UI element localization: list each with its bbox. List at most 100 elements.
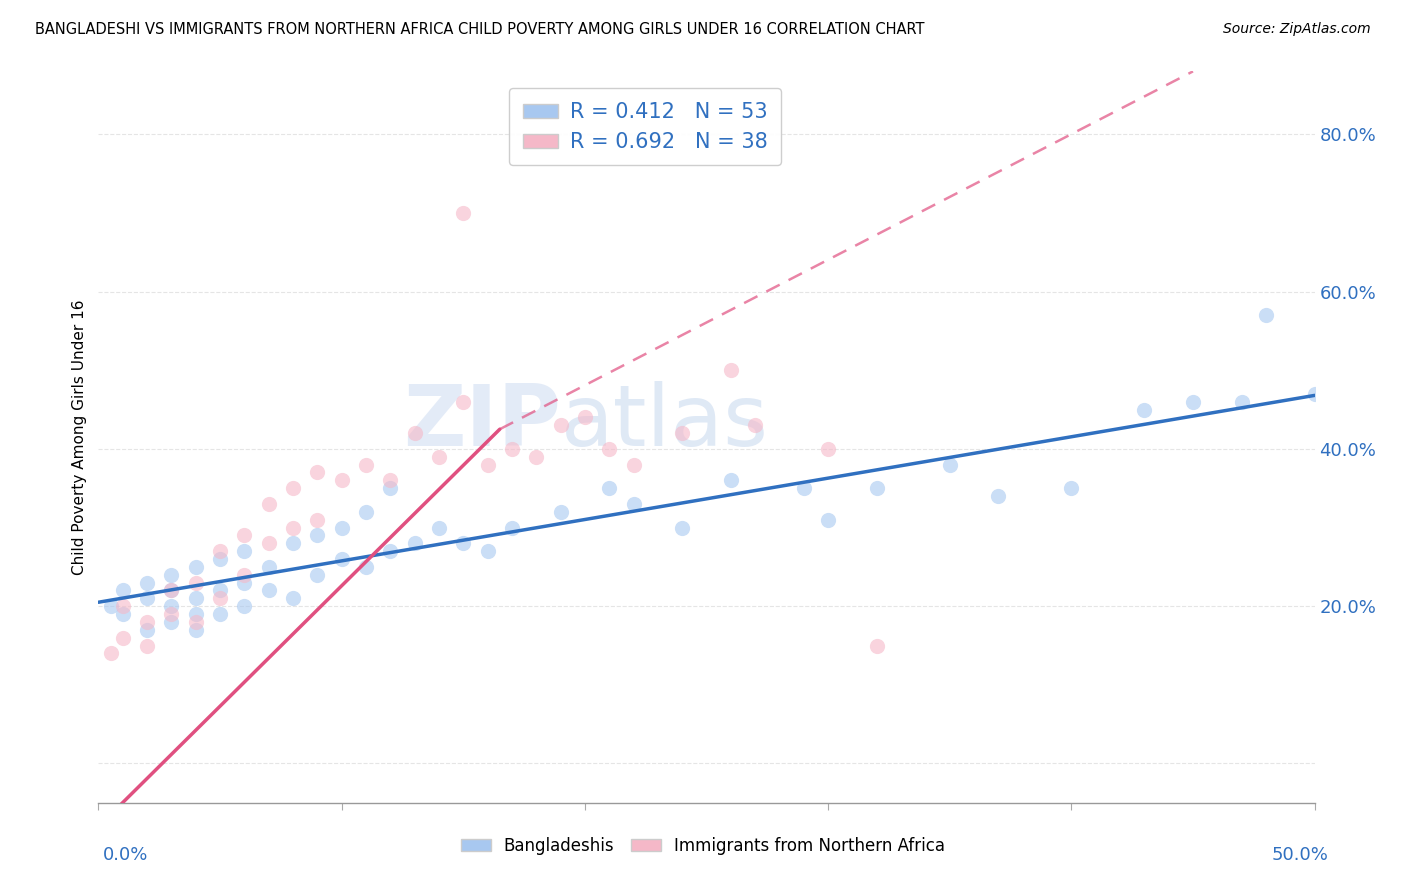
Point (330, 552, 353, 566)
Point (307, 466, 329, 480)
Point (1254, 308, 1277, 322)
Point (160, 607, 183, 621)
Point (281, 520, 304, 534)
Point (354, 559, 377, 574)
Point (671, 520, 693, 534)
Point (354, 505, 377, 519)
Point (136, 639, 159, 653)
Point (160, 583, 183, 598)
Point (453, 206, 475, 220)
Point (136, 615, 159, 629)
Point (257, 497, 280, 511)
Point (233, 599, 256, 614)
Point (427, 520, 450, 534)
Point (257, 583, 280, 598)
Point (136, 575, 159, 590)
Point (330, 473, 353, 487)
Point (184, 607, 207, 621)
Point (501, 520, 523, 534)
Point (1060, 481, 1083, 495)
Point (209, 607, 232, 621)
Point (209, 591, 232, 606)
Point (111, 583, 134, 598)
Point (307, 528, 329, 542)
Point (160, 615, 183, 629)
Point (100, 599, 122, 614)
Point (257, 536, 280, 550)
Point (233, 528, 256, 542)
Text: 50.0%: 50.0% (1272, 846, 1329, 863)
Legend: Bangladeshis, Immigrants from Northern Africa: Bangladeshis, Immigrants from Northern A… (454, 830, 952, 862)
Point (184, 615, 207, 629)
Point (623, 497, 645, 511)
Point (281, 536, 304, 550)
Point (233, 575, 256, 590)
Point (354, 458, 377, 472)
Point (987, 489, 1010, 503)
Point (160, 583, 183, 598)
Point (100, 646, 122, 660)
Point (380, 544, 402, 558)
Point (111, 599, 134, 614)
Point (427, 450, 450, 464)
Point (209, 544, 232, 558)
Point (720, 363, 742, 377)
Point (1230, 394, 1253, 409)
Text: ZIP: ZIP (404, 381, 561, 464)
Point (477, 544, 499, 558)
Point (550, 505, 572, 519)
Point (160, 567, 183, 582)
Point (623, 458, 645, 472)
Point (720, 473, 742, 487)
Point (380, 473, 402, 487)
Point (380, 481, 402, 495)
Point (939, 458, 962, 472)
Point (233, 567, 256, 582)
Point (160, 599, 183, 614)
Point (598, 442, 620, 456)
Point (184, 591, 207, 606)
Point (307, 567, 329, 582)
Point (111, 631, 134, 645)
Point (817, 513, 839, 527)
Point (281, 481, 304, 495)
Point (477, 458, 499, 472)
Text: atlas: atlas (561, 381, 769, 464)
Point (330, 520, 353, 534)
Text: Source: ZipAtlas.com: Source: ZipAtlas.com (1223, 22, 1371, 37)
Point (793, 481, 815, 495)
Point (307, 513, 329, 527)
Point (1303, 387, 1326, 401)
Point (404, 536, 426, 550)
Point (184, 559, 207, 574)
Point (136, 623, 159, 637)
Point (598, 481, 620, 495)
Point (817, 442, 839, 456)
Point (671, 426, 693, 441)
Point (1133, 402, 1156, 417)
Point (257, 559, 280, 574)
Point (866, 639, 889, 653)
Point (136, 591, 159, 606)
Point (111, 607, 134, 621)
Point (184, 575, 207, 590)
Point (184, 623, 207, 637)
Point (453, 394, 475, 409)
Point (744, 418, 766, 433)
Point (524, 450, 547, 464)
Y-axis label: Child Poverty Among Girls Under 16: Child Poverty Among Girls Under 16 (72, 300, 87, 574)
Point (866, 481, 889, 495)
Point (209, 552, 232, 566)
Point (209, 583, 232, 598)
Point (574, 410, 596, 425)
Point (550, 418, 572, 433)
Point (281, 591, 304, 606)
Point (1182, 394, 1205, 409)
Point (501, 442, 523, 456)
Point (453, 536, 475, 550)
Point (404, 426, 426, 441)
Point (233, 544, 256, 558)
Legend: R = 0.412   N = 53, R = 0.692   N = 38: R = 0.412 N = 53, R = 0.692 N = 38 (509, 88, 782, 165)
Text: BANGLADESHI VS IMMIGRANTS FROM NORTHERN AFRICA CHILD POVERTY AMONG GIRLS UNDER 1: BANGLADESHI VS IMMIGRANTS FROM NORTHERN … (35, 22, 925, 37)
Text: 0.0%: 0.0% (103, 846, 148, 863)
